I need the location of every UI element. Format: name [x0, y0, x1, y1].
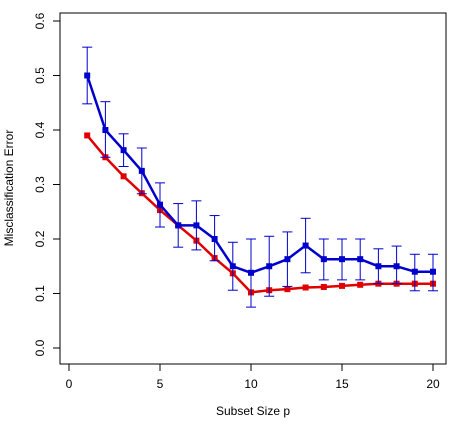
data-point [430, 268, 436, 275]
y-tick-label: 0.3 [33, 176, 47, 193]
x-tick-label: 5 [157, 377, 164, 391]
data-point [120, 173, 127, 180]
y-axis: 0.0 0.1 0.2 0.3 0.4 0.5 0.6 [33, 12, 61, 356]
data-point [211, 236, 218, 242]
data-point [284, 256, 291, 263]
data-point [339, 256, 345, 263]
data-point [248, 269, 254, 276]
data-point [266, 263, 273, 270]
data-point [393, 263, 400, 270]
y-tick-label: 0.2 [33, 230, 47, 247]
y-tick-label: 0.6 [33, 12, 47, 29]
data-point [229, 263, 236, 270]
x-tick-label: 0 [66, 377, 73, 391]
y-tick-label: 0.4 [33, 121, 47, 138]
x-axis: 0 5 10 15 20 [66, 363, 440, 391]
data-point [302, 242, 309, 249]
data-point [320, 256, 327, 263]
data-point [138, 167, 145, 174]
data-point [284, 286, 291, 293]
x-axis-label: Subset Size p [216, 404, 290, 418]
data-point [375, 263, 382, 270]
data-point [320, 283, 327, 290]
data-point [120, 147, 127, 154]
data-point [175, 222, 182, 229]
data-point [357, 256, 364, 263]
x-tick-label: 10 [244, 377, 258, 391]
series-2 [82, 46, 438, 308]
series-line [86, 75, 433, 275]
data-point [411, 268, 418, 275]
data-point [302, 284, 309, 291]
y-tick-label: 0.1 [33, 285, 47, 302]
data-point [357, 281, 364, 288]
plot-box [59, 12, 447, 365]
y-axis-label: Misclassification Error [2, 130, 16, 247]
series-layer [82, 46, 438, 308]
y-tick-label: 0.0 [33, 339, 47, 356]
data-point [102, 127, 109, 133]
x-tick-label: 15 [335, 377, 349, 391]
data-point [84, 72, 91, 79]
data-point [193, 222, 200, 229]
data-point [339, 282, 345, 289]
data-point [84, 132, 91, 139]
y-tick-label: 0.5 [33, 67, 47, 84]
series-1 [84, 132, 436, 296]
x-tick-label: 20 [426, 377, 440, 391]
data-point [157, 201, 163, 208]
